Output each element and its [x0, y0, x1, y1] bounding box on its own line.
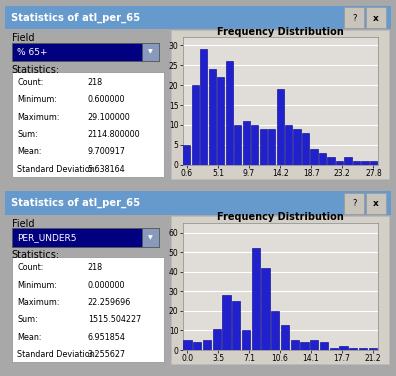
Bar	[251, 248, 260, 350]
Bar	[142, 228, 158, 247]
Bar	[285, 125, 292, 165]
Bar	[243, 121, 250, 165]
Text: Count:: Count:	[17, 263, 44, 272]
Text: Statistics of atl_per_65: Statistics of atl_per_65	[11, 12, 140, 23]
Bar	[366, 193, 386, 214]
Bar	[222, 295, 230, 350]
Text: Sum:: Sum:	[17, 130, 38, 139]
Bar	[359, 348, 367, 350]
Bar	[293, 129, 301, 165]
Text: Standard Deviation:: Standard Deviation:	[17, 350, 97, 359]
Text: ?: ?	[352, 14, 356, 23]
Text: ▼: ▼	[148, 50, 153, 55]
Bar	[310, 149, 318, 165]
Bar	[344, 8, 364, 28]
Bar	[142, 43, 158, 61]
Bar	[234, 125, 241, 165]
Text: 218: 218	[88, 78, 103, 87]
Bar	[217, 77, 225, 165]
Text: 9.700917: 9.700917	[88, 147, 126, 156]
Bar	[329, 348, 338, 350]
Bar	[276, 89, 284, 165]
Text: Mean:: Mean:	[17, 147, 42, 156]
Text: Count:: Count:	[17, 78, 44, 87]
Text: ▼: ▼	[148, 235, 153, 240]
Bar	[302, 133, 309, 165]
Text: 2114.800000: 2114.800000	[88, 130, 141, 139]
Text: Minimum:: Minimum:	[17, 96, 57, 104]
Bar	[209, 69, 216, 165]
Text: Field: Field	[12, 33, 34, 43]
Bar	[261, 268, 270, 350]
Bar	[327, 157, 335, 165]
Bar	[353, 161, 360, 165]
Bar	[281, 324, 289, 350]
Bar	[203, 340, 211, 350]
Text: 22.259696: 22.259696	[88, 298, 131, 307]
Text: 0.600000: 0.600000	[88, 96, 126, 104]
Text: Minimum:: Minimum:	[17, 281, 57, 290]
Text: 1515.504227: 1515.504227	[88, 315, 141, 324]
Bar	[268, 129, 275, 165]
Bar	[226, 61, 233, 165]
Text: 5.638164: 5.638164	[88, 165, 126, 174]
Bar	[12, 257, 164, 362]
Bar	[171, 216, 389, 364]
Text: 3.255627: 3.255627	[88, 350, 126, 359]
Bar	[213, 329, 221, 350]
Bar	[183, 340, 192, 350]
Bar	[339, 346, 348, 350]
Bar	[171, 30, 389, 179]
Text: x: x	[373, 199, 379, 208]
Bar	[5, 6, 391, 29]
Text: 29.100000: 29.100000	[88, 113, 131, 122]
Title: Frequency Distribution: Frequency Distribution	[217, 212, 343, 222]
Text: 6.951854: 6.951854	[88, 333, 126, 342]
Text: Field: Field	[12, 219, 34, 229]
Bar	[192, 85, 199, 165]
Bar	[12, 43, 158, 61]
Text: Statistics:: Statistics:	[12, 65, 60, 74]
Title: Frequency Distribution: Frequency Distribution	[217, 27, 343, 37]
Text: PER_UNDER5: PER_UNDER5	[17, 233, 76, 242]
Bar	[193, 342, 201, 350]
Text: Sum:: Sum:	[17, 315, 38, 324]
Bar	[232, 301, 240, 350]
Bar	[336, 161, 343, 165]
Text: Statistics of atl_per_65: Statistics of atl_per_65	[11, 198, 140, 208]
Text: % 65+: % 65+	[17, 48, 48, 57]
Bar	[369, 348, 377, 350]
Bar	[366, 8, 386, 28]
Text: Statistics:: Statistics:	[12, 250, 60, 260]
Bar	[200, 49, 208, 165]
Bar	[319, 153, 326, 165]
Bar	[242, 331, 250, 350]
Text: Maximum:: Maximum:	[17, 298, 60, 307]
Bar	[12, 228, 158, 247]
Text: Standard Deviation:: Standard Deviation:	[17, 165, 97, 174]
Bar	[362, 161, 369, 165]
Bar	[370, 161, 377, 165]
Bar	[344, 193, 364, 214]
Text: 0.000000: 0.000000	[88, 281, 126, 290]
Bar	[271, 311, 280, 350]
Text: Mean:: Mean:	[17, 333, 42, 342]
Bar	[251, 125, 258, 165]
Text: Maximum:: Maximum:	[17, 113, 60, 122]
Text: x: x	[373, 14, 379, 23]
Text: 218: 218	[88, 263, 103, 272]
Bar	[301, 342, 308, 350]
Bar	[291, 340, 299, 350]
Text: ?: ?	[352, 199, 356, 208]
Bar	[183, 145, 190, 165]
Bar	[349, 348, 358, 350]
Bar	[345, 157, 352, 165]
Bar	[320, 342, 328, 350]
Bar	[259, 129, 267, 165]
Bar	[310, 340, 318, 350]
Bar	[5, 191, 391, 215]
Bar	[12, 72, 164, 177]
